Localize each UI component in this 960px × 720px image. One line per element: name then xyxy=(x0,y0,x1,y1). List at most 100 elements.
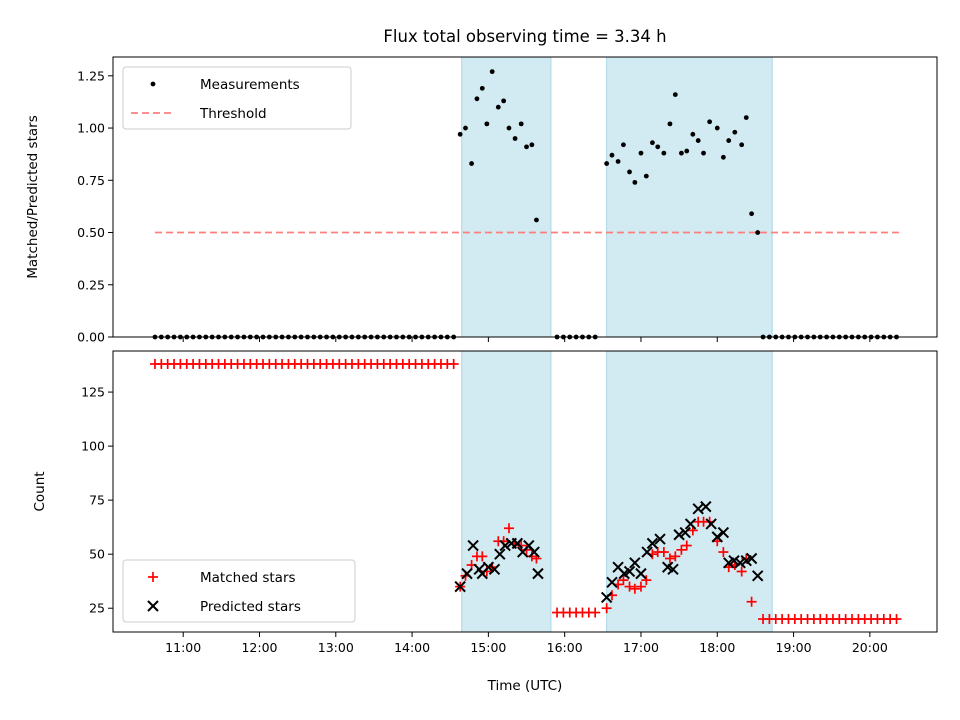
predicted-star-point xyxy=(629,557,641,569)
predicted-star-point xyxy=(499,539,511,552)
measurement-point xyxy=(518,121,524,127)
measurement-point xyxy=(749,211,754,217)
bottom-panel: 25 50 75 100 125 11:00 12:00 13:00 14:00 15:00 16:… xyxy=(32,350,938,655)
predicted-star-point xyxy=(454,580,466,593)
measurement-point xyxy=(615,159,621,164)
measurement-point xyxy=(469,161,474,166)
x-tick-label: 12:00 xyxy=(241,640,277,655)
matched-star-point xyxy=(670,551,681,562)
legend-1: Measurements Threshold xyxy=(122,66,352,130)
legend-matched-swatch xyxy=(148,572,158,582)
matched-star-point xyxy=(681,540,692,551)
x-tick-label: 13:00 xyxy=(318,640,354,655)
predicted-star-point xyxy=(673,529,685,541)
measurement-point xyxy=(524,144,529,150)
matched-star-point xyxy=(718,547,729,558)
measurement-point xyxy=(463,125,468,131)
predicted-star-point xyxy=(734,557,746,569)
legend-item-label: Threshold xyxy=(199,106,267,122)
measurement-point xyxy=(732,129,738,135)
measurement-point xyxy=(638,150,644,156)
y-tick-label: 75 xyxy=(89,493,105,508)
measurement-point xyxy=(672,92,678,98)
measurement-point xyxy=(484,121,490,127)
predicted-star-point xyxy=(751,570,764,582)
matched-star-point xyxy=(635,581,646,592)
measurement-point xyxy=(529,142,535,148)
matched-star-point xyxy=(503,523,514,534)
matched-star-point xyxy=(590,607,601,618)
measurement-point xyxy=(667,121,673,127)
predicted-star-point xyxy=(728,554,740,567)
y-tick-label: 25 xyxy=(89,601,105,616)
measurement-point xyxy=(701,150,706,156)
chart-title: Flux total observing time = 3.34 h xyxy=(383,27,666,46)
shaded-interval-1 xyxy=(461,56,552,338)
top-panel: 0.00 0.25 0.50 0.75 1.00 1.25 Matched/Predicte… xyxy=(25,56,938,345)
x-tick-label: 16:00 xyxy=(547,640,583,655)
matched-star-point xyxy=(664,553,675,564)
legend-2: Matched stars Predicted stars xyxy=(122,559,356,623)
measurement-point xyxy=(627,169,632,175)
predicted-star-point xyxy=(654,533,666,545)
matched-star-point xyxy=(618,575,629,586)
y-tick-label: 0.50 xyxy=(77,225,105,240)
legend-item-label: Predicted stars xyxy=(200,599,301,615)
predicted-star-point xyxy=(667,563,679,576)
measurement-point xyxy=(643,173,649,179)
y-tick-label: 50 xyxy=(89,547,105,562)
predicted-star-point xyxy=(711,531,723,543)
legend-item-label: Matched stars xyxy=(200,570,296,586)
measurement-point xyxy=(726,138,732,143)
y-axis-label-2: Count xyxy=(32,471,48,511)
y-tick-label: 0.75 xyxy=(77,173,105,188)
x-tick-label: 15:00 xyxy=(470,640,506,655)
matched-star-point xyxy=(516,540,527,551)
legend-predicted-swatch xyxy=(147,600,159,612)
y-tick-label: 100 xyxy=(81,439,105,454)
measurement-point xyxy=(755,230,761,235)
legend-measurements-swatch xyxy=(150,81,156,87)
predicted-star-point xyxy=(461,567,473,580)
predicted-star-point xyxy=(700,500,712,513)
y-axis-label-1: Matched/Predicted stars xyxy=(25,115,41,278)
measurement-point xyxy=(661,150,667,156)
predicted-star-point xyxy=(511,537,524,550)
x-tick-label: 20:00 xyxy=(852,640,888,655)
measurement-point xyxy=(707,119,713,125)
measurement-point xyxy=(512,136,518,141)
matched-star-point xyxy=(629,583,640,594)
measurement-point xyxy=(690,131,696,137)
y-tick-label: 1.00 xyxy=(77,121,105,136)
matched-star-point xyxy=(448,358,459,369)
matched-star-point xyxy=(658,547,669,558)
shaded-interval-2 xyxy=(606,350,773,633)
x-tick-label: 14:00 xyxy=(394,640,430,655)
x-tick-label: 17:00 xyxy=(623,640,659,655)
matched-star-point xyxy=(746,596,757,607)
measurement-point xyxy=(621,142,626,148)
measurement-point xyxy=(495,104,501,110)
predicted-star-point xyxy=(717,526,730,539)
measurement-point xyxy=(650,140,655,146)
legend-item-label: Measurements xyxy=(200,77,300,93)
matched-star-point xyxy=(477,551,488,562)
x-tick-label: 11:00 xyxy=(165,640,201,655)
x-tick-label: 18:00 xyxy=(699,640,735,655)
predicted-star-point xyxy=(606,576,618,588)
matched-star-point xyxy=(891,614,902,625)
measurement-point xyxy=(506,125,512,131)
measurement-point xyxy=(479,85,485,91)
axes-frame-2 xyxy=(112,350,938,633)
measurement-point xyxy=(632,179,638,185)
predicted-star-point xyxy=(705,518,717,530)
measurement-point xyxy=(457,131,463,137)
measurement-point xyxy=(679,150,684,156)
measurement-point xyxy=(474,96,480,102)
measurement-point xyxy=(743,115,749,120)
legend-box xyxy=(122,559,356,623)
plot-area-2 xyxy=(149,358,902,625)
predicted-star-point xyxy=(679,526,691,539)
measurement-point xyxy=(720,154,726,160)
